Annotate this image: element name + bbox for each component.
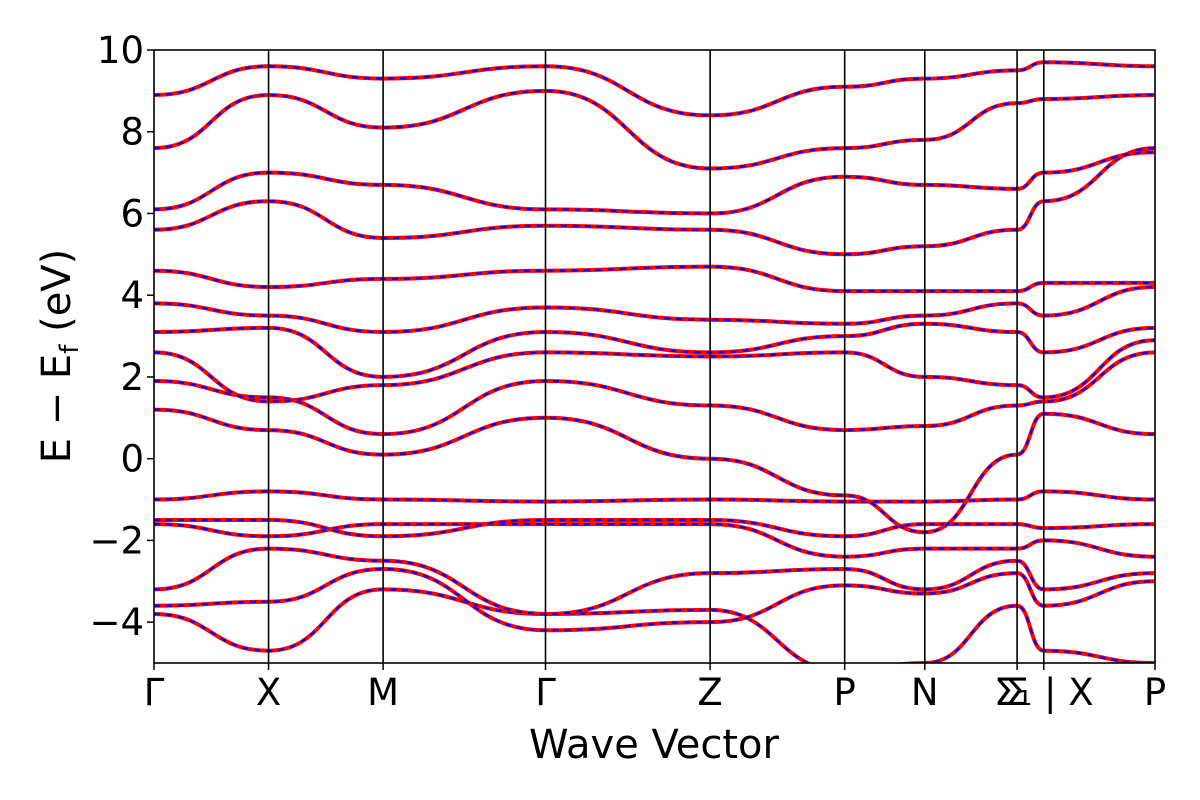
y-axis-label-unit: (eV) — [34, 249, 80, 345]
band-line-blue — [154, 151, 1155, 215]
band-line-blue — [154, 547, 1155, 616]
band-line-blue — [154, 61, 1155, 117]
band-line-blue — [154, 147, 1155, 256]
band-line-blue — [154, 408, 1155, 534]
y-tick-label: −4 — [89, 601, 144, 644]
band-line-blue — [154, 522, 1155, 558]
band-line-red — [154, 150, 1155, 216]
band-line-blue — [154, 339, 1155, 403]
band-line-blue — [154, 588, 1155, 663]
band-line-red — [154, 407, 1155, 535]
x-tick-label: X — [256, 671, 281, 714]
y-tick-label: 8 — [120, 111, 144, 154]
x-tick-label: Z — [697, 671, 722, 714]
band-line-red — [154, 285, 1155, 335]
band-line-blue — [154, 322, 1155, 379]
band-line-red — [154, 587, 1155, 663]
band-line-red — [154, 60, 1155, 118]
y-tick-label: 4 — [120, 274, 144, 317]
x-tick-label: Σ — [1005, 671, 1028, 714]
y-axis-label-main: E − E — [34, 354, 80, 464]
y-ticks: −4 −2 0 2 4 6 8 10 — [89, 29, 154, 644]
y-tick-label: 0 — [120, 438, 144, 481]
plot-frame — [153, 49, 1156, 664]
band-line-red — [154, 264, 1155, 294]
band-line-red — [154, 489, 1155, 504]
x-tick-label: Σ₁ | X — [994, 671, 1094, 714]
y-axis-label: E − Ef (eV) — [34, 249, 85, 464]
band-line-red — [154, 88, 1155, 171]
band-line-blue — [154, 285, 1155, 334]
band-line-blue — [154, 351, 1155, 436]
band-line-blue — [154, 567, 1155, 632]
band-line-blue — [154, 518, 1155, 538]
band-line-red — [154, 146, 1155, 257]
x-ticks: Γ X M Γ Z P N ΣΣ₁ | X P — [144, 663, 1166, 714]
y-tick-label: 6 — [120, 192, 144, 235]
x-axis-label: Wave Vector — [529, 722, 780, 768]
y-tick-label: 2 — [120, 356, 144, 399]
y-tick-label: −2 — [89, 519, 144, 562]
band-line-red — [154, 566, 1155, 633]
x-tick-label: Γ — [144, 671, 165, 714]
kpoint-lines — [267, 50, 1045, 663]
y-tick-label: 10 — [97, 29, 144, 72]
x-tick-label: Γ — [535, 671, 556, 714]
y-axis-label-sub: f — [55, 344, 85, 354]
x-tick-label: N — [911, 671, 939, 714]
x-tick-label: M — [367, 671, 399, 714]
x-tick-label: P — [1144, 671, 1166, 714]
x-tick-label: P — [834, 671, 856, 714]
band-line-red — [154, 350, 1155, 437]
bands-layer — [154, 60, 1155, 663]
band-line-blue — [154, 89, 1155, 170]
band-line-blue — [154, 265, 1155, 293]
